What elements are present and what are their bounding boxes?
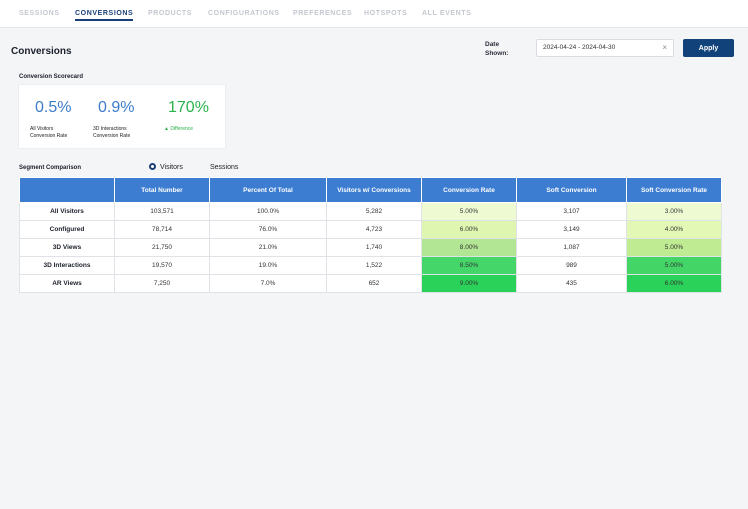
metric-value: 0.5% — [35, 99, 72, 116]
metric-caption: All Visitors Conversion Rate — [30, 126, 67, 140]
date-shown-label: Date Shown: — [485, 40, 515, 58]
page-title: Conversions — [11, 46, 72, 57]
metric-value: 0.9% — [98, 99, 135, 116]
table-cell: 8.50% — [421, 256, 517, 275]
row-label: AR Views — [19, 274, 115, 293]
column-header: Soft Conversion Rate — [626, 177, 722, 203]
table-cell: 8.00% — [421, 238, 517, 257]
row-label: 3D Interactions — [19, 256, 115, 275]
table-row: 3D Views 21,750 21.0% 1,740 8.00% 1,087 5.00% — [19, 238, 722, 257]
metric-caption-line1: 3D Interactions — [93, 126, 127, 132]
table-cell: 19.0% — [209, 256, 327, 275]
column-header: Percent Of Total — [209, 177, 327, 203]
tab-conversions[interactable]: CONVERSIONS — [75, 10, 134, 21]
table-cell: 5.00% — [421, 202, 517, 221]
apply-button[interactable]: Apply — [683, 39, 734, 57]
table-cell: 3,107 — [516, 202, 627, 221]
metric-caption: ▲ Difference — [164, 126, 193, 133]
table-cell: 3.00% — [626, 202, 722, 221]
segment-comparison-label: Segment Comparison — [19, 165, 82, 171]
date-range-value: 2024-04-24 - 2024-04-30 — [543, 44, 616, 51]
column-header: Total Number — [114, 177, 210, 203]
table-cell: 5.00% — [626, 256, 722, 275]
tab-sessions[interactable]: SESSIONS — [19, 10, 60, 17]
radio-dot-icon — [199, 163, 206, 170]
radio-label: Visitors — [160, 164, 183, 171]
table-cell: 21,750 — [114, 238, 210, 257]
table-cell: 4.00% — [626, 220, 722, 239]
conversion-scorecard: 0.5% All Visitors Conversion Rate 0.9% 3… — [19, 85, 225, 148]
table-cell: 100.0% — [209, 202, 327, 221]
metric-caption-line2: Conversion Rate — [30, 133, 68, 139]
column-header: Conversion Rate — [421, 177, 517, 203]
metric-caption-line1: All Visitors — [30, 126, 54, 132]
metric-caption-line1: ▲ Difference — [164, 126, 194, 132]
tab-products[interactable]: PRODUCTS — [148, 10, 193, 17]
table-cell: 3,149 — [516, 220, 627, 239]
tab-all-events[interactable]: ALL EVENTS — [422, 10, 472, 17]
table-cell: 1,522 — [326, 256, 422, 275]
radio-visitors[interactable]: Visitors — [149, 163, 183, 171]
table-cell: 21.0% — [209, 238, 327, 257]
column-header: Soft Conversion — [516, 177, 627, 203]
radio-dot-icon — [149, 163, 156, 170]
metric-value: 170% — [168, 99, 209, 116]
table-cell: 4,723 — [326, 220, 422, 239]
scorecard-label: Conversion Scorecard — [19, 74, 84, 80]
date-label-line2: Shown: — [485, 50, 509, 57]
metric-caption-line2: Conversion Rate — [93, 133, 131, 139]
date-range-input[interactable]: 2024-04-24 - 2024-04-30 × — [536, 39, 674, 57]
table-cell: 5.00% — [626, 238, 722, 257]
table-cell: 19,570 — [114, 256, 210, 275]
metric-caption: 3D Interactions Conversion Rate — [93, 126, 130, 140]
table-cell: 435 — [516, 274, 627, 293]
tab-preferences[interactable]: PREFERENCES — [293, 10, 353, 17]
table-header-row: Total Number Percent Of Total Visitors w… — [19, 177, 722, 203]
radio-label: Sessions — [210, 164, 239, 171]
tab-configurations[interactable]: CONFIGURATIONS — [208, 10, 280, 17]
table-row: AR Views 7,250 7.0% 652 9.00% 435 6.00% — [19, 274, 722, 293]
row-label: All Visitors — [19, 202, 115, 221]
table-row: All Visitors 103,571 100.0% 5,282 5.00% 3,107… — [19, 202, 722, 221]
table-cell: 103,571 — [114, 202, 210, 221]
table-cell: 652 — [326, 274, 422, 293]
top-navigation: SESSIONS CONVERSIONS PRODUCTS CONFIGURAT… — [0, 0, 748, 28]
clear-icon[interactable]: × — [662, 43, 667, 52]
table-cell: 76.0% — [209, 220, 327, 239]
table-row: 3D Interactions 19,570 19.0% 1,522 8.50% 989 5… — [19, 256, 722, 275]
segment-comparison-table: Total Number Percent Of Total Visitors w… — [19, 177, 722, 293]
table-cell: 7,250 — [114, 274, 210, 293]
date-label-line1: Date — [485, 41, 500, 48]
row-label: 3D Views — [19, 238, 115, 257]
table-cell: 78,714 — [114, 220, 210, 239]
table-cell: 7.0% — [209, 274, 327, 293]
radio-sessions[interactable]: Sessions — [199, 163, 238, 171]
table-cell: 6.00% — [421, 220, 517, 239]
table-cell: 989 — [516, 256, 627, 275]
column-header: Visitors w/ Conversions — [326, 177, 422, 203]
table-cell: 1,087 — [516, 238, 627, 257]
table-cell: 6.00% — [626, 274, 722, 293]
table-cell: 5,282 — [326, 202, 422, 221]
tab-hotspots[interactable]: HOTSPOTS — [364, 10, 408, 17]
table-row: Configured 78,714 76.0% 4,723 6.00% 3,149 4.00… — [19, 220, 722, 239]
table-cell: 1,740 — [326, 238, 422, 257]
row-label: Configured — [19, 220, 115, 239]
column-header — [19, 177, 115, 203]
table-cell: 9.00% — [421, 274, 517, 293]
